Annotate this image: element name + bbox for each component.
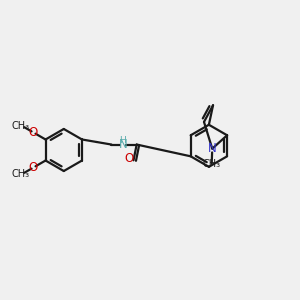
Text: H: H: [120, 136, 126, 145]
Text: O: O: [124, 152, 134, 165]
Text: CH₃: CH₃: [12, 169, 30, 179]
Text: O: O: [28, 126, 38, 139]
Text: N: N: [118, 138, 127, 151]
Text: O: O: [28, 161, 38, 174]
Text: CH₃: CH₃: [12, 121, 30, 131]
Text: N: N: [208, 142, 217, 155]
Text: CH₃: CH₃: [202, 159, 220, 170]
